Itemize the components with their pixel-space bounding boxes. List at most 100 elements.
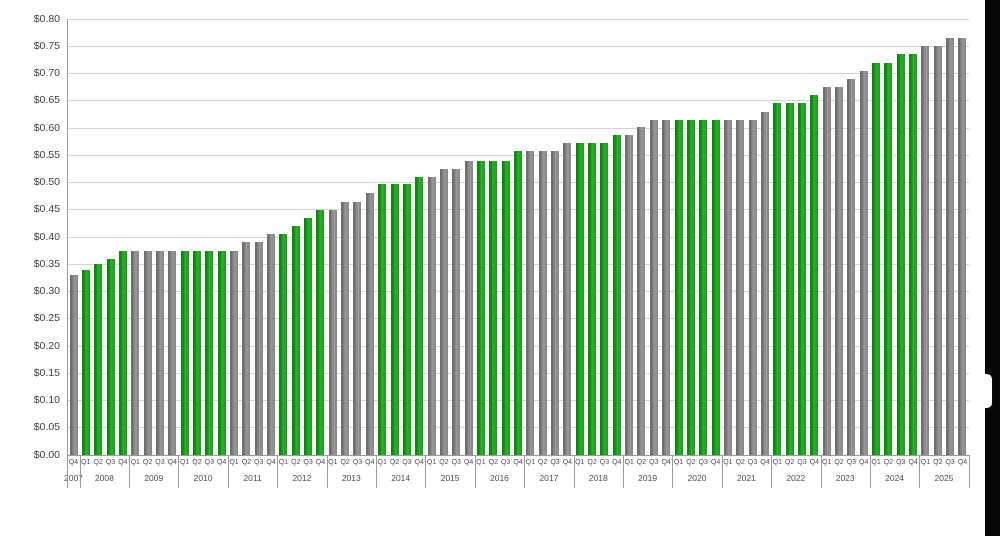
y-axis-label: $0.45 [33, 203, 60, 216]
y-axis-label: $0.55 [33, 148, 60, 161]
year-separator-tick [326, 455, 328, 488]
bar-2018-Q1 [575, 142, 584, 455]
quarter-label: Q3 [204, 459, 214, 466]
quarter-label: Q2 [488, 459, 498, 466]
quarter-label: Q3 [352, 459, 363, 466]
bar-2015-Q3 [452, 168, 461, 455]
bar-2021-Q1 [723, 119, 732, 455]
quarter-label: Q1 [871, 459, 881, 466]
bar-2017-Q3 [551, 151, 560, 455]
quarter-label: Q4 [957, 459, 968, 466]
bar-2022-Q2 [785, 103, 794, 455]
bar-2009-Q4 [168, 250, 177, 455]
y-axis-label: $0.25 [33, 312, 60, 325]
year-label: 2013 [341, 473, 361, 483]
bar-2022-Q1 [773, 103, 782, 455]
quarter-label: Q2 [784, 459, 795, 466]
quarter-label: Q2 [389, 459, 400, 466]
year-label: 2014 [391, 473, 411, 483]
bar-2015-Q1 [427, 177, 436, 455]
gridline [66, 100, 969, 102]
quarter-label: Q2 [439, 459, 449, 466]
year-separator-tick [968, 455, 970, 488]
bar-2024-Q1 [872, 62, 881, 455]
quarter-label: Q2 [291, 459, 301, 466]
bar-2010-Q3 [205, 250, 214, 455]
bar-2014-Q2 [390, 183, 399, 455]
quarter-label: Q4 [266, 459, 276, 466]
y-axis-label: $0.80 [33, 12, 60, 25]
year-separator-tick [66, 455, 68, 488]
quarter-label: Q4 [216, 459, 227, 466]
quarter-label: Q3 [550, 459, 560, 466]
bar-2017-Q1 [526, 151, 535, 455]
bar-2024-Q2 [884, 62, 893, 455]
bar-2009-Q1 [131, 250, 140, 455]
bar-2015-Q2 [439, 168, 448, 455]
y-axis-label: $0.70 [33, 67, 60, 79]
quarter-label: Q1 [179, 459, 190, 466]
quarter-label: Q2 [192, 459, 202, 466]
year-label: 2024 [885, 473, 905, 483]
quarter-label: Q1 [575, 459, 585, 466]
quarter-label: Q1 [723, 459, 733, 466]
quarter-label: Q1 [278, 459, 289, 466]
year-label: 2025 [934, 473, 954, 483]
quarter-label: Q4 [710, 459, 721, 466]
quarter-label: Q1 [130, 459, 140, 466]
year-label: 2021 [736, 473, 756, 483]
quarter-label: Q2 [834, 459, 844, 466]
year-label: 2015 [440, 473, 460, 483]
quarter-label: Q4 [908, 459, 918, 466]
bar-2010-Q1 [180, 250, 189, 455]
quarter-label: Q3 [649, 459, 659, 466]
quarter-label: Q4 [68, 459, 79, 466]
bar-2020-Q3 [699, 119, 708, 455]
bar-2009-Q3 [155, 250, 164, 455]
bar-2020-Q2 [686, 119, 695, 455]
y-axis-label: $0.30 [33, 285, 60, 297]
quarter-label: Q4 [859, 459, 869, 466]
quarter-label: Q4 [365, 459, 375, 466]
bar-2021-Q2 [736, 119, 745, 455]
quarter-label: Q3 [896, 459, 906, 466]
y-axis-label: $0.00 [33, 448, 60, 461]
quarter-label: Q4 [118, 459, 128, 466]
year-label: 2020 [687, 473, 707, 483]
quarter-label: Q4 [414, 459, 424, 466]
bar-2017-Q2 [538, 151, 547, 455]
year-label: 2009 [144, 473, 164, 483]
bar-2008-Q3 [106, 258, 115, 455]
bar-2014-Q1 [378, 183, 387, 455]
bar-2016-Q1 [476, 160, 485, 455]
bar-2013-Q4 [365, 193, 374, 455]
quarter-label: Q1 [673, 459, 684, 466]
bar-2013-Q1 [328, 209, 337, 455]
bar-2011-Q1 [230, 250, 238, 455]
bar-2011-Q2 [242, 242, 251, 455]
quarter-label: Q3 [846, 459, 857, 466]
quarter-label: Q4 [463, 459, 474, 466]
year-label: 2012 [292, 473, 312, 483]
year-separator-tick [474, 455, 476, 488]
bar-2024-Q4 [909, 54, 918, 455]
year-separator-tick [869, 455, 871, 488]
bar-2008-Q2 [94, 264, 103, 455]
year-separator-tick [771, 455, 773, 488]
y-axis-label: $0.35 [33, 257, 60, 270]
side-panel-handle[interactable] [985, 372, 994, 410]
quarter-label: Q1 [229, 459, 239, 466]
quarter-label: Q3 [303, 459, 313, 466]
year-separator-tick [277, 455, 279, 488]
bar-2011-Q3 [254, 242, 263, 455]
quarter-label: Q2 [340, 459, 350, 466]
quarter-label: Q4 [562, 459, 573, 466]
bar-2023-Q2 [835, 87, 844, 455]
quarter-label: Q1 [426, 459, 437, 466]
quarter-label: Q3 [105, 459, 116, 466]
bar-2018-Q4 [612, 134, 621, 455]
quarter-label: Q2 [933, 459, 943, 466]
quarter-label: Q4 [809, 459, 819, 466]
y-axis-label: $0.05 [33, 421, 60, 434]
y-axis-label: $0.15 [33, 366, 60, 379]
